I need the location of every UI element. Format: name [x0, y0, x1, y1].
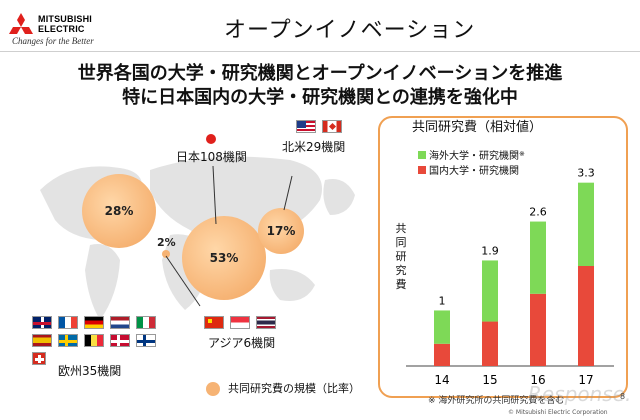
legend-overseas: 海外大学・研究機関※: [418, 148, 525, 163]
brand-tagline: Changes for the Better: [12, 36, 94, 46]
north-america-pct: 17%: [266, 224, 296, 238]
total-label-15: 1.9: [481, 244, 499, 257]
bubble-legend-label: 共同研究費の規模（比率）: [228, 382, 360, 395]
x-tick-14: 14: [434, 373, 449, 387]
copyright: © Mitsubishi Electric Corporation: [508, 409, 608, 416]
spain-flag-icon: [32, 334, 52, 347]
germany-flag-icon: [84, 316, 104, 329]
europe-pct: 28%: [104, 204, 134, 218]
chart-title: 共同研究費（相対値）: [412, 120, 543, 135]
total-label-14: 1: [439, 294, 446, 307]
sweden-flag-icon: [58, 334, 78, 347]
denmark-flag-icon: [110, 334, 130, 347]
chart-frame: [378, 116, 628, 398]
header-bar: MITSUBISHI ELECTRIC Changes for the Bett…: [0, 0, 640, 52]
bubble-legend-swatch: [206, 382, 220, 396]
bar-domestic-16: [530, 293, 546, 366]
canada-flag-icon: [322, 120, 342, 133]
page-number: 8: [620, 392, 626, 401]
pointer-lines: [165, 165, 293, 307]
total-label-17: 3.3: [577, 167, 595, 180]
japan-flag-icon: [206, 134, 216, 144]
legend-domestic-label: 国内大学・研究機関: [429, 166, 519, 177]
europe-label: 欧州35機関: [58, 364, 122, 378]
asia-pct: 2%: [157, 236, 176, 249]
bar-domestic-14: [434, 343, 450, 366]
watermark: Response.: [528, 382, 632, 406]
bubble-japan: 53%: [182, 216, 266, 300]
asia-label: アジア6機関: [208, 336, 276, 350]
legend-overseas-swatch: [418, 151, 426, 159]
japan-label: 日本108機関: [176, 150, 247, 164]
headline-line-1: 世界各国の大学・研究機関とオープンイノベーションを推進: [77, 63, 563, 84]
bar-domestic-15: [482, 321, 498, 366]
bar-domestic-17: [578, 266, 594, 366]
bar-overseas-15: [482, 260, 498, 322]
bubble-asia: [162, 250, 170, 258]
bar-overseas-16: [530, 221, 546, 294]
x-tick-17: 17: [578, 373, 593, 387]
france-flag-icon: [58, 316, 78, 329]
x-tick-15: 15: [482, 373, 497, 387]
thailand-flag-icon: [256, 316, 276, 329]
legend-domestic-swatch: [418, 166, 426, 174]
legend-overseas-note-mark: ※: [519, 150, 525, 158]
legend-domestic: 国内大学・研究機関: [418, 166, 519, 178]
us-flag-icon: [296, 120, 316, 133]
world-map: 28% 53% 17% 2% 日本108機関 北米29機関 アジア6機関: [30, 120, 370, 380]
company-logo: MITSUBISHI ELECTRIC Changes for the Bett…: [6, 10, 146, 50]
italy-flag-icon: [136, 316, 156, 329]
total-label-16: 2.6: [529, 206, 547, 219]
bar-overseas-17: [578, 182, 594, 266]
x-tick-16: 16: [530, 373, 545, 387]
brand-name: MITSUBISHI ELECTRIC: [38, 14, 93, 34]
bubble-europe: 28%: [82, 174, 156, 248]
bubble-north-america: 17%: [258, 208, 304, 254]
footnote: ※ 海外研究所の共同研究費を含む: [428, 396, 565, 406]
japan-pct: 53%: [209, 251, 239, 265]
finland-flag-icon: [136, 334, 156, 347]
singapore-flag-icon: [230, 316, 250, 329]
bar-chart: 1 14 1.9 15 2.6 16 3.3 17: [406, 167, 614, 387]
bar-overseas-14: [434, 310, 450, 344]
switzerland-flag-icon: [32, 352, 46, 365]
y-axis-label: 共同研究費: [395, 222, 407, 291]
china-flag-icon: [204, 316, 224, 329]
legend-overseas-label: 海外大学・研究機関: [429, 151, 519, 162]
belgium-flag-icon: [84, 334, 104, 347]
three-diamonds-icon: [6, 12, 36, 42]
north-america-label: 北米29機関: [282, 140, 346, 154]
netherlands-flag-icon: [110, 316, 130, 329]
headline-line-2: 特に日本国内の大学・研究機関との連携を強化中: [122, 87, 518, 108]
uk-flag-icon: [32, 316, 52, 329]
page-title: オープンイノベーション: [224, 18, 476, 43]
